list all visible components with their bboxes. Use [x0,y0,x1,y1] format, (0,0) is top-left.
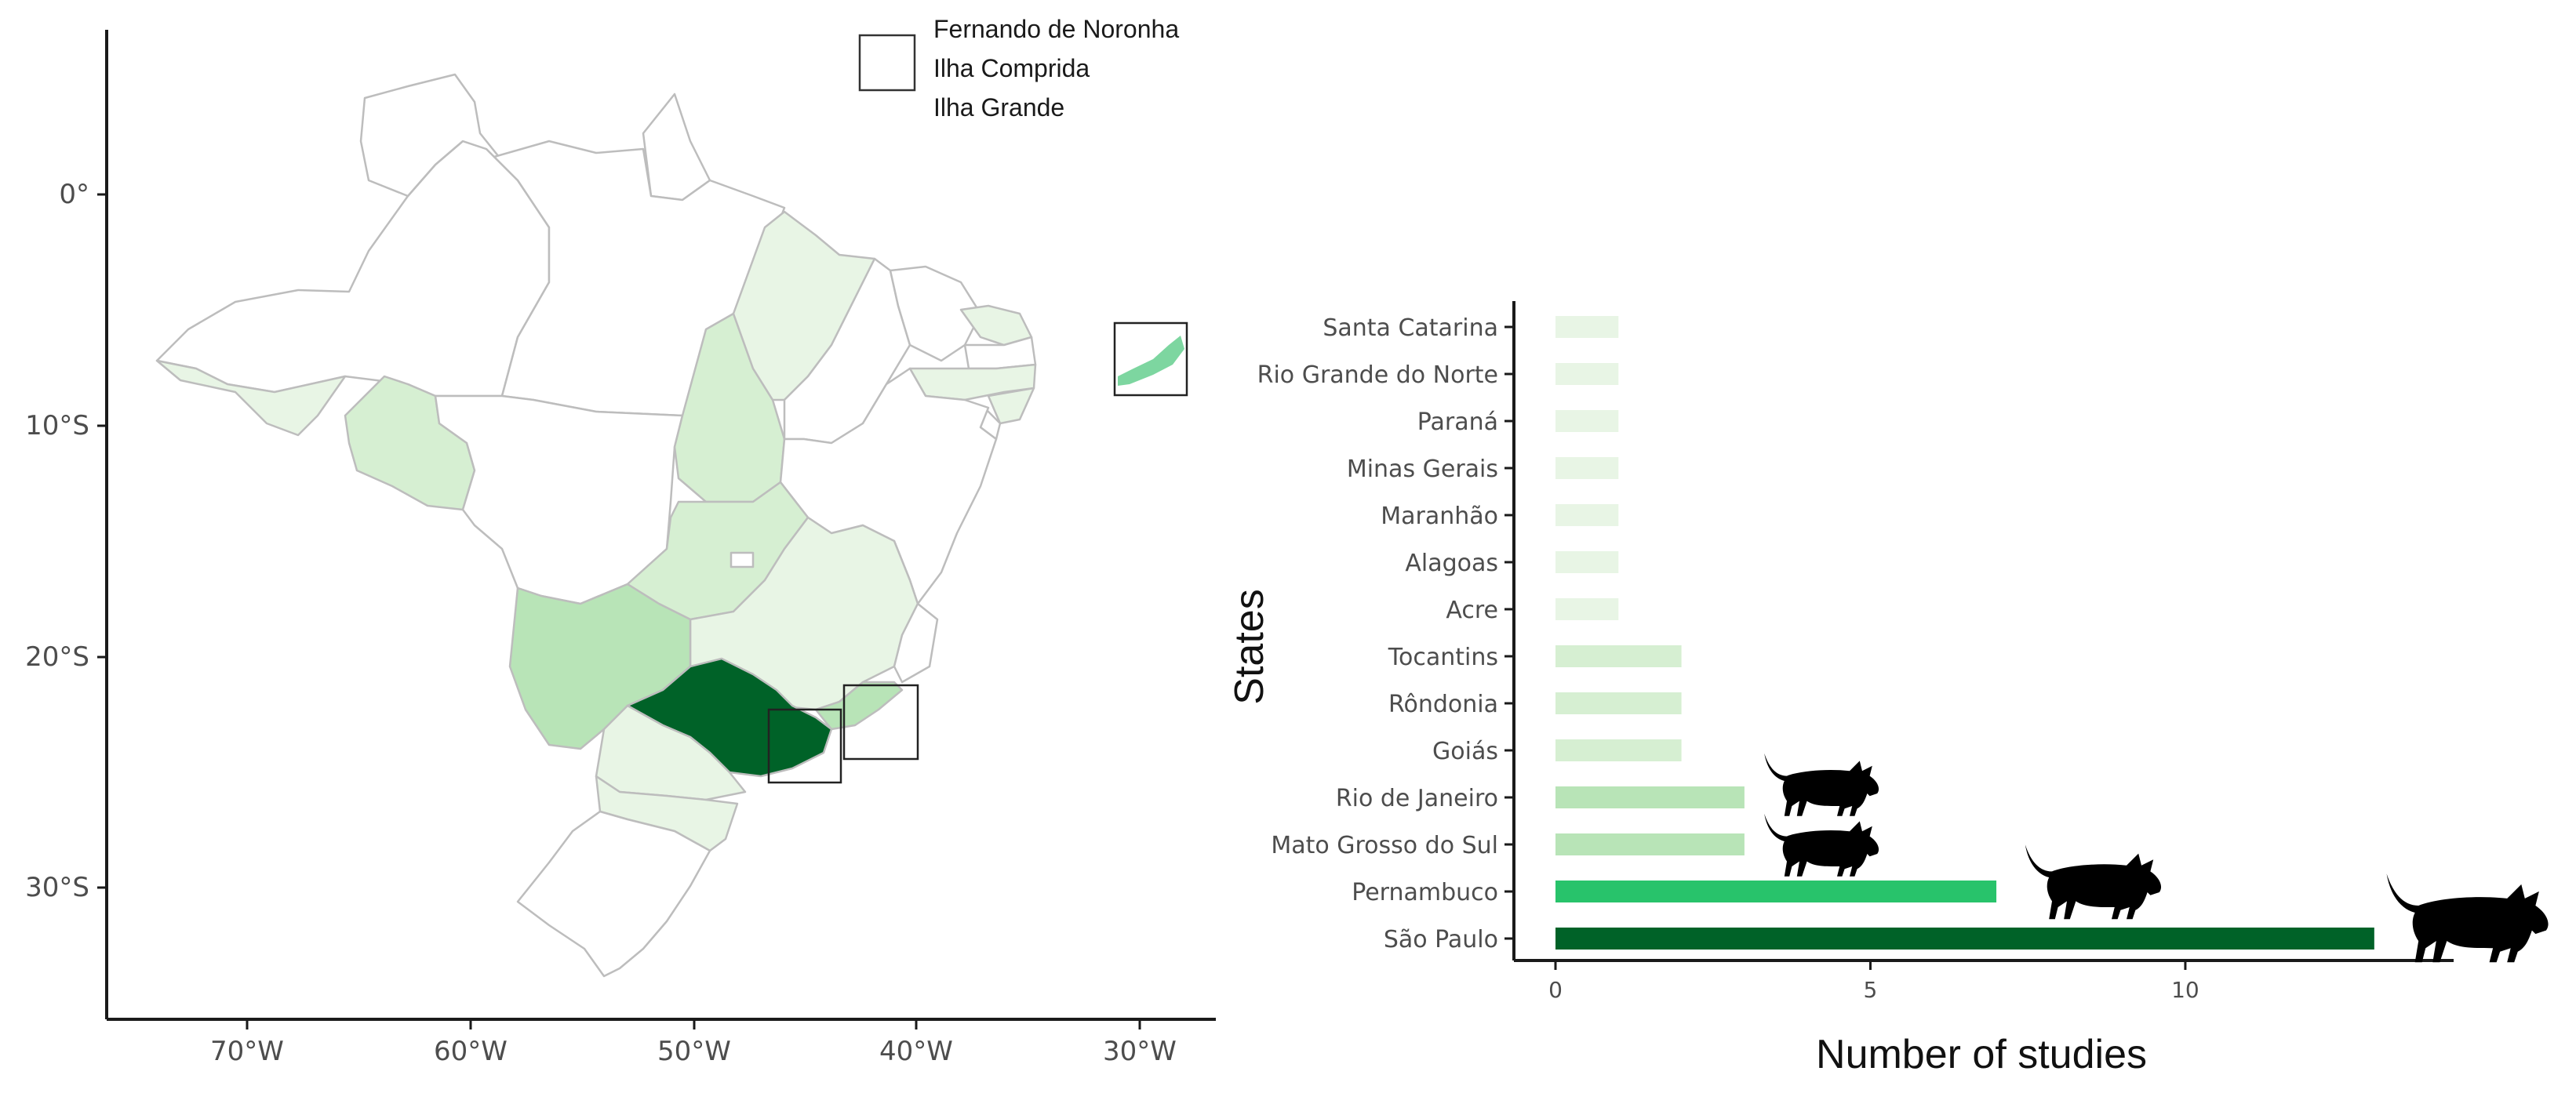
bar [1555,551,1619,573]
bars-group [1555,316,2374,950]
lon-tick-label: 50°W [657,1036,731,1067]
lon-tick-label: 60°W [434,1036,508,1067]
bar [1555,928,2374,950]
bar [1555,692,1682,714]
category-label: Mato Grosso do Sul [1271,832,1498,859]
bar [1555,645,1682,667]
island-boxes [767,321,1188,784]
map-lat-ticks: 0° 10°S 20°S 30°S [25,179,107,903]
legend-label: Ilha Comprida [933,54,1090,82]
category-label: Rio Grande do Norte [1257,361,1498,389]
y-axis-title: States [1227,589,1272,704]
state-espirito-santo [893,602,939,684]
category-label: Acre [1446,597,1498,624]
x-tick-label: 0 [1548,977,1563,1003]
lat-tick-label: 30°S [25,872,89,903]
x-tick-label: 10 [2171,977,2199,1003]
ilha-comprida-box [767,708,842,784]
bar [1555,363,1619,385]
state-distrito-federal [730,551,755,568]
category-label: São Paulo [1384,926,1498,953]
category-label: Maranhão [1381,503,1498,530]
cat-icon [2025,844,2162,920]
map-legend: Fernando de Noronha Ilha Comprida Ilha G… [858,15,1179,122]
lon-tick-label: 40°W [879,1036,953,1067]
map-lon-ticks: 70°W 60°W 50°W 40°W 30°W [210,1019,1177,1067]
category-label: Rôndonia [1388,691,1498,718]
lat-tick-label: 10°S [25,410,89,441]
bar [1555,410,1619,432]
x-axis-title: Number of studies [1816,1032,2147,1077]
bar [1555,457,1619,479]
brazil-map-panel: 0° 10°S 20°S 30°S 70°W 60°W 50°W 40°W 30… [25,15,1216,1067]
cat-icon [1764,753,1879,816]
x-tick-label: 5 [1864,977,1878,1003]
lat-tick-label: 0° [59,179,89,210]
lon-tick-label: 70°W [210,1036,284,1067]
category-labels: Santa Catarina Rio Grande do Norte Paraná M… [1257,314,1514,953]
legend-label: Fernando de Noronha [933,15,1179,43]
bar-chart-panel: States Number of studies Santa Catarina R… [1227,301,2549,1077]
fernando-de-noronha-island [1118,336,1184,386]
category-label: Rio de Janeiro [1336,785,1498,812]
lon-tick-label: 30°W [1103,1036,1177,1067]
category-label: Alagoas [1405,550,1498,577]
category-label: Santa Catarina [1323,314,1498,342]
state-rio-grande-do-norte [959,304,1033,347]
legend-label: Ilha Grande [933,93,1064,122]
fernando-de-noronha-box [1113,321,1188,397]
cat-icon [2386,873,2549,963]
state-alagoas [987,387,1035,425]
category-label: Tocantins [1388,644,1498,671]
state-rio-de-janeiro [814,681,904,731]
category-label: Minas Gerais [1347,456,1498,483]
category-label: Pernambuco [1352,879,1498,906]
bar [1555,786,1745,808]
brazil-states [155,73,1037,978]
lat-tick-label: 20°S [25,641,89,673]
category-label: Paraná [1417,409,1498,436]
bar [1555,504,1619,526]
ilha-grande-box [842,684,919,761]
category-label: Goiás [1432,738,1498,765]
legend-key-box [858,34,916,92]
x-ticks: 0 5 10 [1548,960,2199,1003]
bar [1555,881,1997,902]
state-amazonas [155,140,551,398]
bar [1555,316,1619,338]
cat-icon [1764,813,1879,877]
bar [1555,833,1745,855]
state-acre [155,359,347,437]
bar [1555,739,1682,761]
state-amapa [642,93,711,202]
bar [1555,598,1619,620]
state-roraima [359,73,519,198]
state-rio-grande-do-sul [516,810,711,978]
